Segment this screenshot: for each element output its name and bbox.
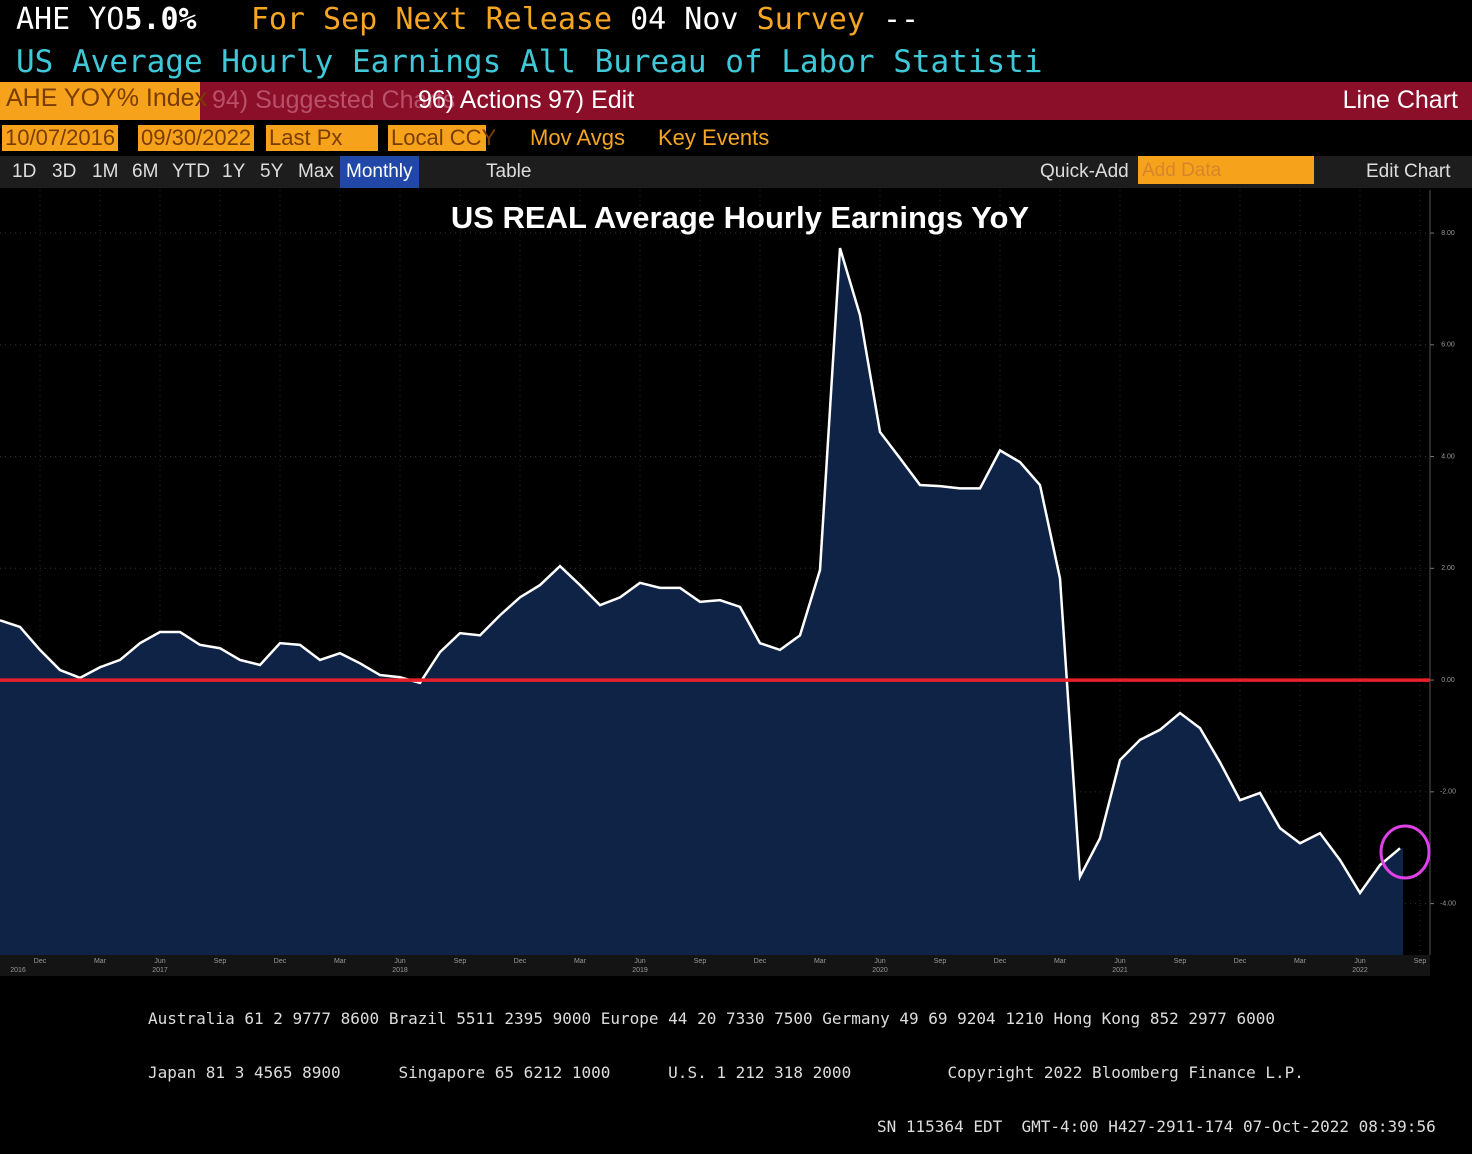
x-tick-label: Jun [634, 958, 645, 965]
end-date[interactable]: 09/30/2022 [138, 125, 255, 151]
range-button[interactable]: 6M [132, 161, 159, 182]
x-tick-label: Sep [454, 958, 467, 965]
x-tick-label: Mar [814, 958, 827, 965]
y-tick-label: 2.00 [1441, 565, 1455, 572]
next-label: Next Release [395, 2, 613, 37]
x-tick-label: Dec [1234, 958, 1247, 965]
range-button[interactable]: 1Y [222, 161, 246, 182]
y-tick-label: 6.00 [1441, 342, 1455, 349]
area [0, 248, 1403, 955]
start-date[interactable]: 10/07/2016 [2, 125, 119, 151]
suggested-charts[interactable]: 94) Suggested Charts [212, 86, 456, 114]
quick-add[interactable]: Quick-Add [1040, 161, 1129, 182]
table-button[interactable]: Table [486, 161, 532, 182]
x-tick-label: Dec [994, 958, 1007, 965]
x-year-label: 2018 [392, 967, 408, 974]
y-tick-label: 8.00 [1441, 230, 1455, 237]
footer-line: Japan 81 3 4565 8900 Singapore 65 6212 1… [148, 1063, 1304, 1082]
x-tick-label: Jun [394, 958, 405, 965]
edit-menu[interactable]: 97) Edit [548, 86, 635, 114]
survey-label: Survey [756, 2, 865, 37]
line [0, 247, 1401, 896]
x-tick-label: Dec [274, 958, 287, 965]
x-tick-label: Mar [1054, 958, 1067, 965]
highlight-circle [1379, 824, 1431, 880]
x-tick-label: Jun [874, 958, 885, 965]
x-tick-label: Sep [214, 958, 227, 965]
x-year-label: 2016 [10, 967, 26, 974]
for-label: For Sep [250, 2, 378, 37]
add-data-input[interactable]: Add Data [1138, 156, 1314, 184]
x-tick-label: Sep [1174, 958, 1187, 965]
toolbar: AHE YOY% Index 94) Suggested Charts 96) … [0, 82, 1472, 120]
x-year-label: 2019 [632, 967, 648, 974]
field-select[interactable]: Last Px [266, 125, 378, 151]
actions-menu[interactable]: 96) Actions [418, 86, 542, 114]
chart: -4.00 -2.00 0.00 2.00 4.00 6.00 8.00 2016 Dec Mar… [0, 188, 1472, 976]
x-tick-label: Sep [934, 958, 947, 965]
y-tick-label: -4.00 [1440, 900, 1456, 907]
footer-line: SN 115364 EDT GMT-4:00 H427-2911-174 07-… [877, 1117, 1436, 1136]
x-year-label: 2017 [152, 967, 168, 974]
ticker: AHE YO [16, 2, 125, 37]
survey-value: -- [883, 2, 920, 37]
range-button[interactable]: YTD [172, 161, 210, 182]
x-axis-strip [0, 955, 1430, 976]
x-tick-label: Dec [514, 958, 527, 965]
x-tick-label: Jun [154, 958, 165, 965]
range-button[interactable]: Max [298, 161, 334, 182]
y-tick-label: 4.00 [1441, 453, 1455, 460]
footer-line: Australia 61 2 9777 8600 Brazil 5511 239… [148, 1009, 1276, 1028]
x-tick-label: Mar [574, 958, 587, 965]
x-year-label: 2021 [1112, 967, 1128, 974]
security-field[interactable]: AHE YOY% Index [0, 82, 207, 120]
x-tick-label: Mar [334, 958, 347, 965]
x-tick-label: Sep [694, 958, 707, 965]
x-tick-label: Mar [1294, 958, 1307, 965]
x-year-label: 2022 [1352, 967, 1368, 974]
range-button[interactable]: 3D [52, 161, 77, 182]
range-button[interactable]: 1D [12, 161, 37, 182]
toolbar: 10/07/2016 09/30/2022 Last Px Local CCY … [0, 122, 1472, 156]
range-button[interactable]: 1M [92, 161, 119, 182]
next-date: 04 Nov [630, 2, 739, 37]
x-tick-label: Jun [1114, 958, 1125, 965]
footer: Australia 61 2 9777 8600 Brazil 5511 239… [0, 974, 1472, 1154]
x-tick-label: Jun [1354, 958, 1365, 965]
header-line: AHE YO5.0% For Sep Next Release 04 Nov S… [16, 2, 919, 37]
y-tick-label: -2.00 [1440, 789, 1456, 796]
x-tick-label: Dec [754, 958, 767, 965]
x-tick-label: Dec [34, 958, 47, 965]
description: US Average Hourly Earnings All Bureau of… [16, 44, 1043, 80]
key-events[interactable]: Key Events [658, 125, 770, 150]
y-tick-label: 0.00 [1441, 677, 1455, 684]
chart-title: US REAL Average Hourly Earnings YoY [451, 200, 1030, 235]
toolbar: 1D 3D 1M 6M YTD 1Y 5Y Max Monthly Table … [0, 156, 1472, 188]
period-select[interactable]: Monthly [340, 156, 419, 188]
range-button[interactable]: 5Y [260, 161, 284, 182]
mov-avgs[interactable]: Mov Avgs [530, 125, 625, 150]
x-year-label: 2020 [872, 967, 888, 974]
x-tick-label: Mar [94, 958, 107, 965]
x-tick-label: Sep [1414, 958, 1427, 965]
chart-type[interactable]: Line Chart [1342, 86, 1458, 114]
edit-chart[interactable]: Edit Chart [1366, 161, 1451, 182]
last-value: 5.0% [124, 2, 197, 37]
currency-select[interactable]: Local CCY [388, 125, 496, 151]
